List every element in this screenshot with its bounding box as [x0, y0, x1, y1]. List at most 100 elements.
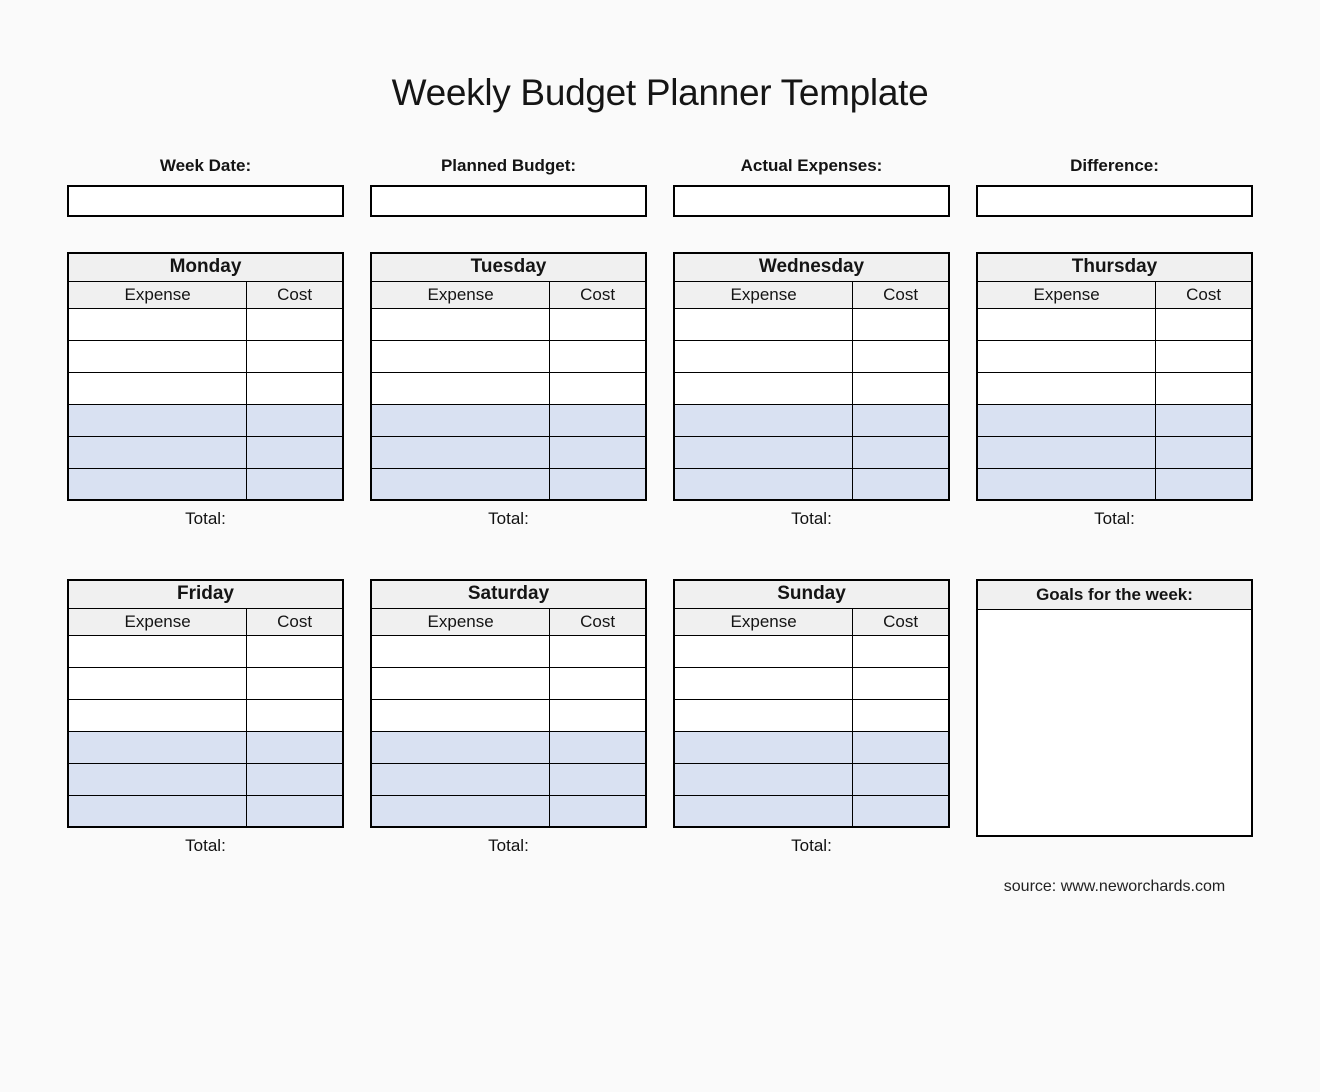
difference-input[interactable] — [976, 185, 1253, 217]
cost-cell[interactable] — [549, 698, 647, 732]
expense-cell[interactable] — [67, 435, 248, 469]
expense-cell[interactable] — [673, 339, 854, 373]
expense-cell[interactable] — [976, 467, 1157, 501]
planned-budget-input[interactable] — [370, 185, 647, 217]
cost-cell[interactable] — [246, 666, 344, 700]
expense-cell[interactable] — [673, 730, 854, 764]
summary-fields: Week Date: Planned Budget: Actual Expens… — [67, 156, 1253, 217]
field-actual-expenses: Actual Expenses: — [673, 156, 950, 217]
cost-cell[interactable] — [549, 467, 647, 501]
expense-cell[interactable] — [673, 435, 854, 469]
expense-cell[interactable] — [370, 467, 551, 501]
expense-cell[interactable] — [370, 403, 551, 437]
table-row — [673, 339, 950, 373]
expense-cell[interactable] — [370, 435, 551, 469]
day-column-friday: Friday Expense Cost Total: — [67, 579, 344, 856]
cost-cell[interactable] — [852, 339, 950, 373]
expense-cell[interactable] — [673, 467, 854, 501]
expense-cell[interactable] — [67, 698, 248, 732]
expense-cell[interactable] — [67, 467, 248, 501]
expense-cell[interactable] — [370, 634, 551, 668]
cost-cell[interactable] — [1155, 371, 1253, 405]
cost-cell[interactable] — [549, 730, 647, 764]
cost-cell[interactable] — [246, 467, 344, 501]
expense-cell[interactable] — [67, 634, 248, 668]
cost-cell[interactable] — [549, 762, 647, 796]
expense-cell[interactable] — [67, 307, 248, 341]
cost-cell[interactable] — [246, 762, 344, 796]
cost-cell[interactable] — [246, 339, 344, 373]
cost-cell[interactable] — [246, 698, 344, 732]
expense-cell[interactable] — [67, 666, 248, 700]
expense-cell[interactable] — [67, 339, 248, 373]
source-attribution: source: www.neworchards.com — [1003, 878, 1226, 895]
expense-cell[interactable] — [673, 666, 854, 700]
cost-cell[interactable] — [1155, 467, 1253, 501]
goals-input-area[interactable] — [978, 610, 1251, 835]
expense-cell[interactable] — [370, 371, 551, 405]
cost-cell[interactable] — [549, 634, 647, 668]
cost-cell[interactable] — [852, 403, 950, 437]
cost-cell[interactable] — [246, 634, 344, 668]
cost-cell[interactable] — [852, 666, 950, 700]
expense-cell[interactable] — [976, 403, 1157, 437]
expense-cell[interactable] — [370, 307, 551, 341]
expense-cell[interactable] — [67, 730, 248, 764]
cost-cell[interactable] — [549, 403, 647, 437]
cost-cell[interactable] — [549, 371, 647, 405]
cost-cell[interactable] — [246, 307, 344, 341]
expense-cell[interactable] — [673, 794, 854, 828]
expense-column-header: Expense — [976, 280, 1157, 309]
page-container: Weekly Budget Planner Template Week Date… — [67, 72, 1253, 896]
cost-cell[interactable] — [852, 698, 950, 732]
expense-cell[interactable] — [67, 403, 248, 437]
expense-cell[interactable] — [370, 666, 551, 700]
cost-cell[interactable] — [246, 403, 344, 437]
expense-cell[interactable] — [370, 794, 551, 828]
cost-cell[interactable] — [852, 371, 950, 405]
week-date-input[interactable] — [67, 185, 344, 217]
expense-cell[interactable] — [673, 307, 854, 341]
expense-cell[interactable] — [67, 794, 248, 828]
expense-cell[interactable] — [673, 634, 854, 668]
cost-cell[interactable] — [549, 339, 647, 373]
expense-cell[interactable] — [673, 371, 854, 405]
cost-cell[interactable] — [549, 435, 647, 469]
cost-cell[interactable] — [852, 307, 950, 341]
expense-cell[interactable] — [976, 371, 1157, 405]
expense-cell[interactable] — [370, 698, 551, 732]
cost-cell[interactable] — [1155, 403, 1253, 437]
cost-cell[interactable] — [852, 634, 950, 668]
cost-cell[interactable] — [1155, 435, 1253, 469]
cost-cell[interactable] — [852, 730, 950, 764]
expense-cell[interactable] — [976, 435, 1157, 469]
expense-cell[interactable] — [370, 762, 551, 796]
expense-cell[interactable] — [976, 307, 1157, 341]
expense-cell[interactable] — [673, 698, 854, 732]
table-row — [67, 371, 344, 405]
cost-cell[interactable] — [549, 794, 647, 828]
cost-cell[interactable] — [1155, 339, 1253, 373]
expense-cell[interactable] — [673, 403, 854, 437]
expense-cell[interactable] — [673, 762, 854, 796]
expense-cell[interactable] — [370, 339, 551, 373]
cost-cell[interactable] — [1155, 307, 1253, 341]
expense-cell[interactable] — [67, 762, 248, 796]
cost-cell[interactable] — [549, 666, 647, 700]
day-table-tuesday: Tuesday Expense Cost — [370, 252, 647, 501]
cost-cell[interactable] — [549, 307, 647, 341]
cost-cell[interactable] — [852, 467, 950, 501]
cost-cell[interactable] — [852, 762, 950, 796]
expense-cell[interactable] — [370, 730, 551, 764]
table-row — [370, 730, 647, 764]
cost-cell[interactable] — [246, 794, 344, 828]
expense-cell[interactable] — [976, 339, 1157, 373]
cost-cell[interactable] — [852, 435, 950, 469]
actual-expenses-input[interactable] — [673, 185, 950, 217]
cost-cell[interactable] — [246, 371, 344, 405]
day-column-tuesday: Tuesday Expense Cost Total: — [370, 252, 647, 529]
cost-cell[interactable] — [246, 435, 344, 469]
expense-cell[interactable] — [67, 371, 248, 405]
cost-cell[interactable] — [246, 730, 344, 764]
cost-cell[interactable] — [852, 794, 950, 828]
